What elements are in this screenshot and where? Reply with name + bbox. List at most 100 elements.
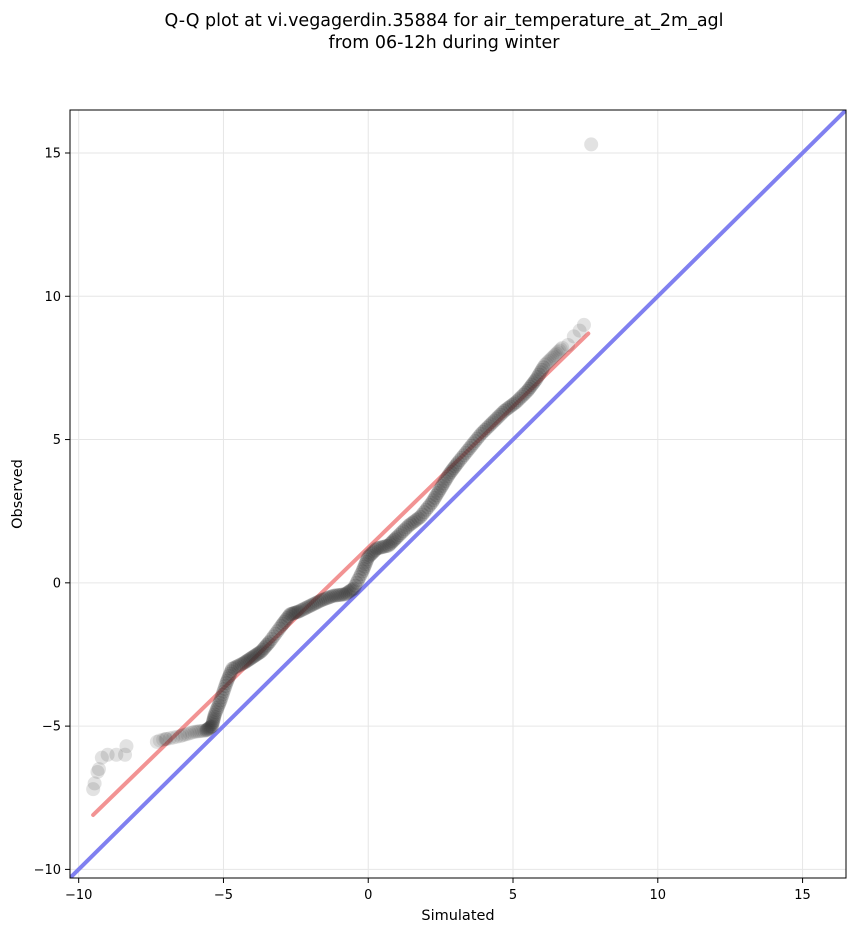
quantile-point — [243, 651, 258, 666]
quantile-point — [199, 723, 214, 738]
quantile-point — [169, 729, 184, 744]
quantile-point — [224, 664, 239, 679]
quantile-point — [446, 461, 461, 476]
quantile-point — [201, 721, 216, 736]
quantile-point — [516, 387, 531, 402]
quantile-point — [236, 656, 251, 671]
quantile-point — [316, 592, 331, 607]
quantile-point — [382, 537, 397, 552]
quantile-point — [205, 715, 220, 730]
quantile-point — [426, 493, 441, 508]
quantile-point — [359, 554, 374, 569]
quantile-point — [355, 564, 370, 579]
quantile-point — [395, 524, 410, 539]
quantile-point — [483, 417, 498, 432]
quantile-point — [474, 426, 489, 441]
quantile-point — [277, 615, 292, 629]
y-axis-label: Observed — [10, 459, 26, 529]
quantile-point — [270, 624, 285, 639]
quantile-point — [367, 544, 382, 559]
quantile-point — [415, 507, 430, 522]
quantile-point — [207, 707, 222, 722]
quantile-point — [268, 626, 283, 641]
quantile-point — [472, 429, 487, 444]
quantile-point — [436, 476, 451, 491]
quantile-point — [530, 369, 545, 384]
quantile-point — [356, 561, 371, 576]
quantile-point — [440, 469, 455, 484]
quantile-point — [348, 578, 363, 593]
quantile-point — [189, 724, 204, 739]
outlier-point — [109, 747, 124, 762]
quantile-point — [211, 698, 226, 713]
quantile-point — [462, 441, 477, 456]
quantile-point — [510, 393, 525, 408]
quantile-point — [336, 587, 351, 602]
outlier-point — [158, 732, 173, 747]
quantile-point — [452, 453, 467, 468]
quantile-point — [470, 431, 485, 446]
quantile-point — [427, 490, 442, 505]
quantile-point — [390, 529, 405, 544]
quantile-point — [456, 448, 471, 463]
y-tick-label: 0 — [53, 576, 61, 591]
outlier-point — [584, 137, 599, 152]
quantile-point — [362, 548, 377, 563]
quantile-point — [227, 660, 242, 675]
quantile-point — [526, 376, 541, 391]
quantile-point — [334, 587, 349, 602]
quantile-point — [523, 380, 538, 395]
quantile-point — [403, 517, 418, 532]
quantile-point — [301, 599, 316, 614]
quantile-point — [413, 509, 428, 524]
quantile-point — [275, 616, 290, 631]
fit-line — [91, 331, 591, 817]
quantile-point — [464, 438, 479, 453]
quantile-point — [387, 532, 402, 547]
quantile-point — [303, 598, 318, 613]
quantile-point — [287, 605, 302, 620]
quantile-point — [251, 646, 266, 661]
quantile-point — [435, 478, 450, 493]
quantile-point — [242, 652, 257, 667]
quantile-point — [152, 733, 167, 748]
y-tick-label: −10 — [34, 863, 61, 878]
quantile-point — [206, 713, 221, 728]
quantile-point — [375, 540, 390, 555]
quantile-point — [212, 695, 227, 710]
x-tick-label: 10 — [650, 888, 667, 903]
quantile-point — [361, 550, 376, 565]
quantile-point — [318, 591, 333, 606]
quantile-point — [202, 720, 217, 735]
quantile-point — [330, 588, 345, 603]
quantile-point — [185, 725, 200, 740]
outlier-point — [119, 739, 134, 754]
quantile-point — [274, 618, 289, 633]
quantile-point — [454, 450, 469, 465]
quantile-point — [397, 522, 412, 537]
quantile-point — [322, 590, 337, 605]
quantile-point — [545, 350, 560, 365]
plot-frame — [69, 109, 847, 879]
quantile-point — [514, 389, 529, 404]
quantile-point — [288, 605, 303, 620]
quantile-point — [439, 471, 454, 486]
quantile-point — [305, 597, 320, 612]
quantile-point — [261, 636, 276, 651]
quantile-point — [506, 396, 521, 411]
quantile-point — [208, 705, 223, 720]
quantile-point — [468, 433, 483, 448]
quantile-point — [221, 671, 236, 686]
quantile-point — [368, 542, 383, 557]
quantile-point — [381, 538, 396, 553]
quantile-point — [311, 594, 326, 609]
quantile-point — [405, 515, 420, 530]
quantile-point — [485, 415, 500, 430]
quantile-point — [312, 593, 327, 608]
quantile-point — [411, 511, 426, 526]
quantile-point — [307, 596, 322, 611]
quantile-point — [285, 606, 300, 621]
quantile-point — [417, 505, 432, 520]
quantile-point — [401, 518, 416, 533]
